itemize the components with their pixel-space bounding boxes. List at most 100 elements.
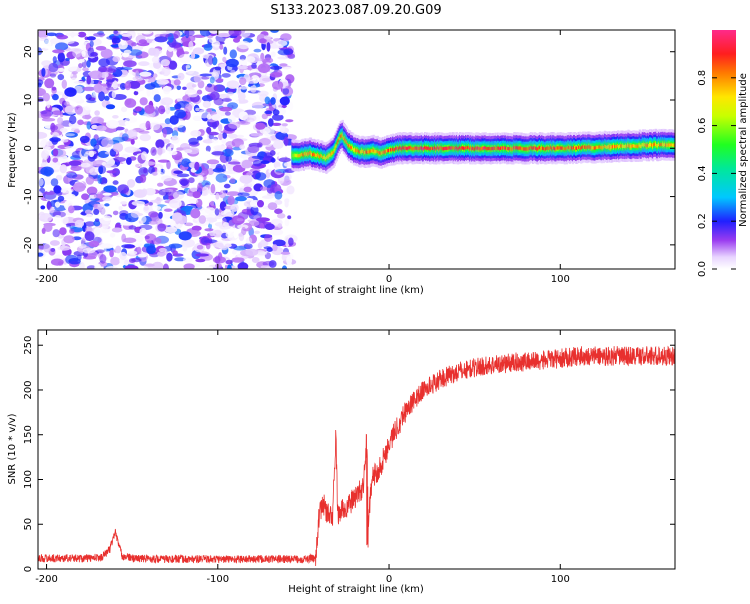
- heatmap-cell: [264, 152, 273, 159]
- heatmap-cell: [97, 165, 107, 174]
- heatmap-cell: [104, 163, 117, 169]
- heatmap-cell: [52, 148, 59, 157]
- heatmap-cell: [123, 237, 137, 244]
- heatmap-cell: [120, 67, 133, 71]
- heatmap-cell: [110, 256, 120, 266]
- heatmap-cell: [283, 162, 294, 167]
- heatmap-cell: [245, 56, 256, 63]
- heatmap-cell: [63, 101, 70, 106]
- heatmap-cell: [106, 170, 117, 174]
- heatmap-cell: [143, 167, 148, 174]
- heatmap-cell: [196, 175, 204, 183]
- heatmap-cell: [202, 100, 211, 108]
- heatmap-cell: [79, 135, 90, 144]
- heatmap-cell: [106, 79, 115, 83]
- heatmap-cell: [228, 122, 241, 129]
- heatmap-cell: [255, 122, 266, 130]
- heatmap-cell: [48, 248, 56, 256]
- heatmap-cell: [43, 223, 53, 232]
- heatmap-cell: [38, 97, 45, 102]
- heatmap-cell: [218, 123, 223, 132]
- y-tick-label: -10: [23, 188, 34, 204]
- heatmap-cell: [264, 110, 273, 115]
- heatmap-cell: [188, 177, 195, 184]
- heatmap-cell: [93, 220, 101, 227]
- heatmap-cell: [251, 63, 257, 69]
- heatmap-cell: [72, 49, 82, 58]
- heatmap-cell: [98, 58, 110, 67]
- heatmap-cell: [45, 186, 52, 192]
- heatmap-cell: [224, 111, 231, 116]
- heatmap-cell: [82, 247, 96, 254]
- heatmap-cell: [157, 182, 164, 187]
- heatmap-cell: [215, 263, 222, 268]
- heatmap-cell: [78, 63, 83, 69]
- heatmap-cell: [88, 240, 100, 248]
- heatmap-cell: [223, 46, 228, 55]
- heatmap-cell: [52, 56, 57, 64]
- heatmap-cell: [230, 203, 239, 212]
- heatmap-cell: [64, 146, 78, 150]
- heatmap-cell: [247, 145, 260, 153]
- heatmap-cell: [256, 217, 270, 222]
- heatmap-cell: [214, 208, 220, 216]
- heatmap-cell: [195, 258, 206, 263]
- heatmap-cell: [236, 121, 249, 124]
- heatmap-cell: [282, 265, 287, 269]
- ridge-band: [291, 119, 675, 175]
- heatmap-cell: [250, 133, 263, 137]
- heatmap-cell: [52, 157, 59, 163]
- heatmap-cell: [68, 160, 82, 166]
- heatmap-cell: [192, 115, 203, 122]
- heatmap-cell: [188, 198, 199, 204]
- heatmap-cell: [254, 230, 260, 234]
- heatmap-cell: [134, 70, 140, 80]
- heatmap-cell: [239, 174, 253, 184]
- heatmap-cell: [231, 250, 237, 255]
- heatmap-cell: [83, 86, 95, 92]
- colorbar-gradient: [712, 30, 736, 269]
- heatmap-cell: [97, 203, 105, 208]
- heatmap-cell: [191, 84, 197, 88]
- heatmap-cell: [286, 255, 293, 265]
- heatmap-cell: [41, 117, 56, 122]
- heatmap-cell: [263, 57, 274, 64]
- heatmap-cell: [239, 86, 249, 90]
- heatmap-cell: [51, 86, 57, 91]
- heatmap-cell: [153, 94, 161, 103]
- heatmap-cell: [207, 55, 214, 65]
- heatmap-cell: [38, 36, 50, 42]
- heatmap-cell: [239, 144, 246, 150]
- heatmap-cell: [146, 245, 157, 255]
- heatmap-cell: [91, 116, 104, 126]
- heatmap-cell: [180, 179, 189, 186]
- heatmap-cell: [261, 113, 268, 120]
- heatmap-cell: [164, 118, 171, 125]
- heatmap-cell: [222, 132, 228, 139]
- heatmap-cell: [82, 114, 92, 120]
- heatmap-cell: [137, 253, 147, 258]
- x-tick-label: -100: [206, 274, 229, 285]
- heatmap-cell: [237, 224, 249, 230]
- heatmap-cell: [206, 168, 214, 175]
- heatmap-cell: [213, 214, 223, 220]
- heatmap-cell: [139, 97, 148, 106]
- x-tick-label: -100: [206, 574, 229, 585]
- colorbar: 0.0 0.2 0.4 0.6 0.8 Normalized spectral ampl…: [697, 30, 749, 277]
- heatmap-cell: [221, 73, 231, 78]
- heatmap-cell: [124, 146, 138, 153]
- heatmap-cell: [38, 131, 48, 139]
- heatmap-cell: [148, 211, 159, 218]
- heatmap-cell: [60, 215, 69, 225]
- heatmap-cell: [61, 79, 67, 89]
- spectrogram-x-ticks: -200 -100 0 100: [35, 30, 570, 285]
- heatmap-cell: [139, 133, 151, 142]
- heatmap-cell: [278, 157, 291, 163]
- heatmap-cell: [103, 185, 117, 193]
- heatmap-cell: [270, 30, 279, 33]
- noise-region: [38, 30, 298, 269]
- heatmap-cell: [220, 210, 235, 217]
- heatmap-cell: [61, 138, 69, 143]
- heatmap-cell: [111, 37, 121, 44]
- heatmap-cell: [67, 63, 78, 72]
